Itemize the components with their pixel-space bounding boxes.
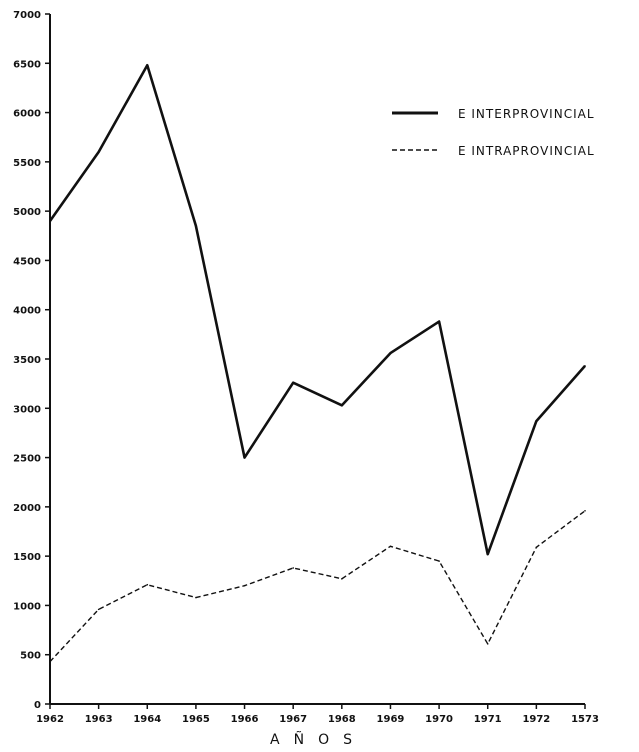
y-tick-label: 3500 (13, 355, 41, 366)
x-tick-label: 1966 (231, 714, 259, 725)
data-point (195, 225, 197, 227)
x-tick-label: 1965 (182, 714, 210, 725)
data-point (195, 596, 197, 599)
y-tick-label: 0 (34, 700, 41, 711)
x-tick-label: 1971 (474, 714, 502, 725)
x-tick-label: 1963 (85, 714, 113, 725)
data-point (486, 643, 489, 645)
y-tick-label: 4500 (13, 256, 41, 267)
y-tick-label: 2000 (13, 503, 41, 514)
legend-label-interprovincial: E INTERPROVINCIAL (458, 107, 595, 121)
data-point (243, 456, 246, 459)
x-tick-label: 1972 (522, 714, 550, 725)
data-point (292, 381, 294, 384)
x-tick-label: 1573 (571, 714, 599, 725)
data-point (97, 151, 100, 153)
y-tick-label: 4000 (13, 306, 41, 317)
y-tick-label: 6500 (13, 59, 41, 70)
data-point (49, 660, 51, 663)
data-point (389, 352, 392, 354)
data-point (292, 567, 294, 569)
legend: E INTERPROVINCIAL E INTRAPROVINCIAL (392, 107, 595, 158)
data-point (438, 560, 440, 562)
y-tick-label: 500 (20, 651, 41, 662)
y-tick-label: 1000 (13, 601, 41, 612)
x-axis-label: AÑOS (270, 731, 366, 748)
data-point (486, 553, 489, 555)
series-layer (48, 63, 586, 663)
y-ticks: 0 500 1000 1500 2000 2500 3000 3500 4000 4500 5000… (13, 10, 50, 711)
x-tick-label: 1968 (328, 714, 356, 725)
x-ticks: 1962 1963 1964 1965 1966 1967 1968 1969 1970 1971… (36, 704, 599, 725)
data-point (438, 320, 440, 323)
y-tick-label: 6000 (13, 109, 41, 120)
data-point (584, 365, 586, 367)
y-tick-label: 2500 (13, 454, 41, 465)
data-point (584, 510, 586, 512)
x-tick-label: 1970 (425, 714, 453, 725)
data-point (535, 420, 538, 422)
data-point (341, 578, 343, 580)
y-tick-label: 7000 (13, 10, 41, 21)
data-point (49, 220, 51, 222)
data-point (341, 404, 343, 407)
series-line-intraprovincial (49, 510, 586, 663)
x-tick-label: 1969 (377, 714, 405, 725)
x-tick-label: 1967 (279, 714, 307, 725)
data-point (243, 584, 246, 587)
series-line-interprovincial (48, 63, 586, 556)
y-tick-label: 5000 (13, 207, 41, 218)
x-tick-label: 1964 (133, 714, 161, 725)
legend-label-intraprovincial: E INTRAPROVINCIAL (458, 144, 595, 158)
data-point (535, 546, 538, 549)
y-tick-label: 5500 (13, 158, 41, 169)
data-point (146, 64, 149, 67)
data-point (389, 545, 392, 548)
y-tick-label: 3000 (13, 404, 41, 415)
data-point (97, 608, 100, 611)
x-tick-label: 1962 (36, 714, 64, 725)
data-point (146, 583, 149, 586)
y-tick-label: 1500 (13, 552, 41, 563)
